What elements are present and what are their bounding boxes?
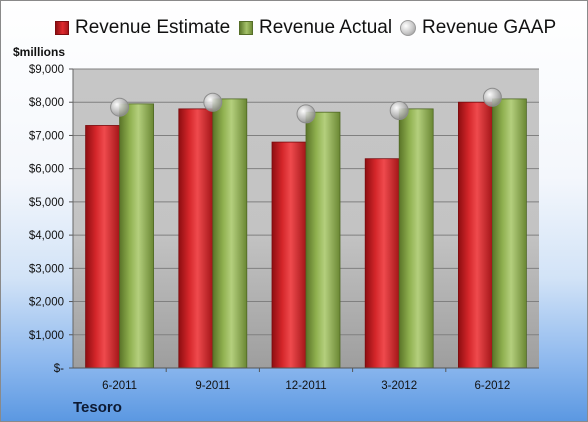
bar-revenue-actual bbox=[305, 111, 341, 369]
gaap-markers bbox=[110, 87, 502, 124]
y-tick-label: $- bbox=[54, 363, 64, 375]
x-tick-label: 6-2011 bbox=[102, 380, 137, 392]
y-tick-label: $3,000 bbox=[29, 263, 64, 275]
legend-swatch-gaap bbox=[400, 20, 416, 36]
x-tick-label: 12-2011 bbox=[285, 380, 326, 392]
x-axis-ticks: 6-2011 9-2011 12-2011 3-2012 6-2012 bbox=[73, 367, 539, 392]
bar-revenue-actual bbox=[491, 98, 527, 369]
legend-label-gaap: Revenue GAAP bbox=[422, 17, 557, 38]
bar-revenue-actual bbox=[212, 98, 248, 369]
bar-revenue-estimate bbox=[178, 108, 214, 369]
x-tick-label: 9-2011 bbox=[195, 380, 230, 392]
marker-revenue-gaap bbox=[296, 104, 316, 124]
bar-revenue-estimate bbox=[85, 125, 120, 369]
bars bbox=[85, 98, 527, 369]
bar-revenue-estimate bbox=[457, 101, 493, 369]
x-tick-label: 3-2012 bbox=[381, 380, 417, 392]
y-axis-ticks: $- $1,000 $2,000 $3,000 $4,000 $5,000 $6,000 $7… bbox=[29, 64, 74, 375]
company-label: Tesoro bbox=[73, 399, 122, 416]
bar-revenue-actual bbox=[398, 108, 434, 369]
legend-label-estimate: Revenue Estimate bbox=[75, 17, 231, 38]
legend-item-revenue-estimate: Revenue Estimate bbox=[55, 15, 230, 41]
y-tick-label: $1,000 bbox=[29, 330, 64, 342]
y-axis-unit-label: $millions bbox=[13, 45, 66, 59]
legend-swatch-actual bbox=[239, 21, 253, 35]
y-tick-label: $5,000 bbox=[29, 197, 64, 209]
y-tick-label: $4,000 bbox=[29, 230, 64, 242]
bar-revenue-estimate bbox=[364, 158, 400, 369]
bar-revenue-estimate bbox=[271, 141, 307, 369]
bar-revenue-actual bbox=[119, 103, 154, 369]
legend-label-actual: Revenue Actual bbox=[259, 17, 393, 38]
y-tick-label: $2,000 bbox=[29, 297, 64, 309]
marker-revenue-gaap bbox=[110, 97, 130, 117]
marker-revenue-gaap bbox=[203, 92, 223, 112]
chart-legend: Revenue Estimate Revenue Actual Revenue … bbox=[1, 15, 587, 41]
x-tick-label: 6-2012 bbox=[474, 380, 510, 392]
marker-revenue-gaap bbox=[389, 101, 409, 121]
legend-item-revenue-actual: Revenue Actual bbox=[239, 15, 392, 41]
y-tick-label: $9,000 bbox=[29, 64, 64, 76]
y-tick-label: $6,000 bbox=[29, 164, 64, 176]
legend-item-revenue-gaap: Revenue GAAP bbox=[400, 15, 556, 41]
marker-revenue-gaap bbox=[482, 87, 502, 107]
y-tick-label: $7,000 bbox=[29, 130, 64, 142]
y-tick-label: $8,000 bbox=[29, 97, 64, 109]
legend-swatch-estimate bbox=[55, 21, 69, 35]
